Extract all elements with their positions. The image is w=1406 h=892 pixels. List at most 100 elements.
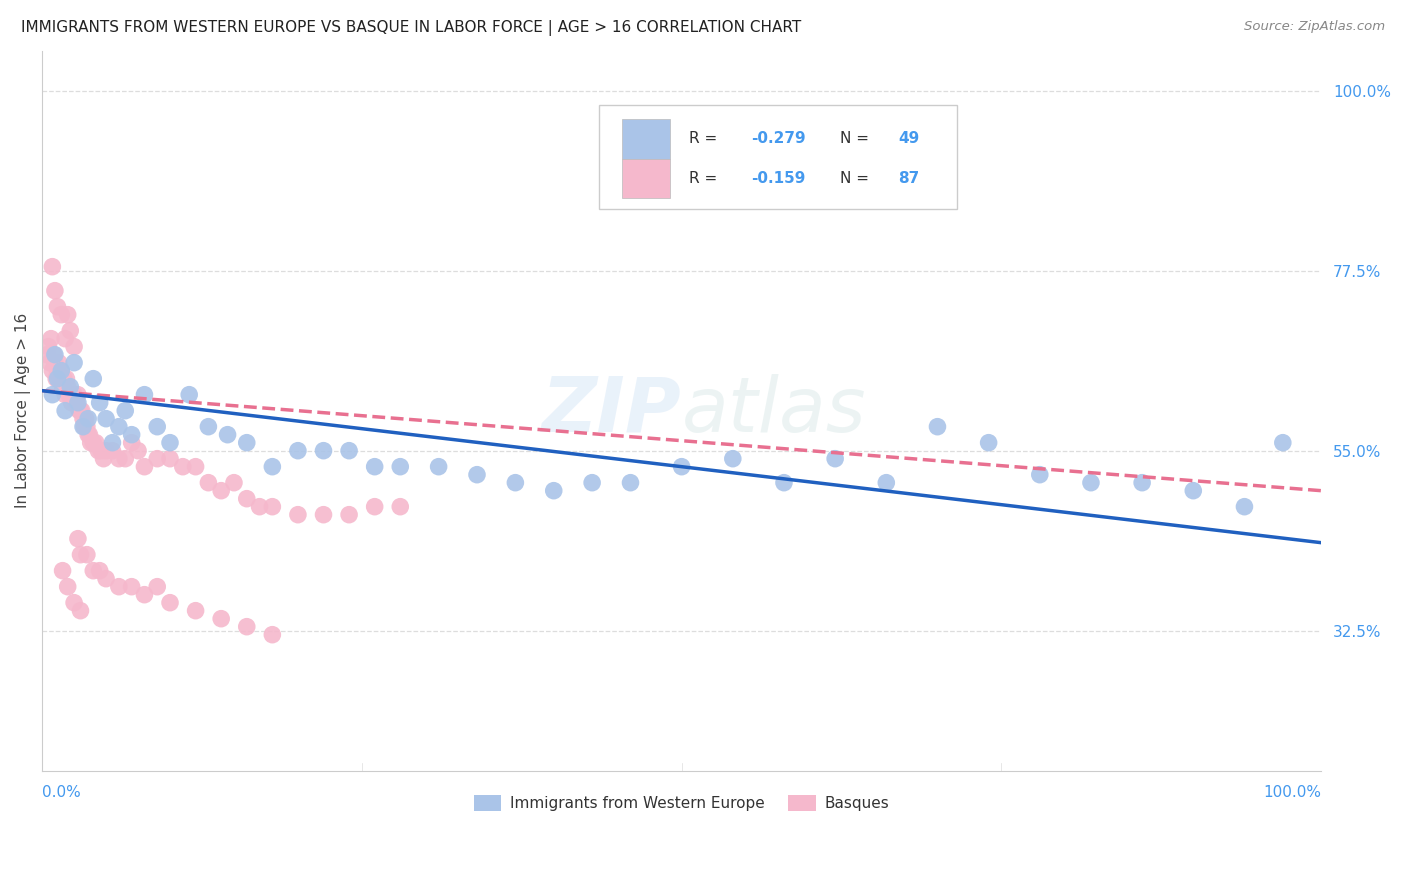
Point <box>63 356 86 370</box>
Point <box>465 467 488 482</box>
Point <box>56 580 79 594</box>
Point <box>66 395 89 409</box>
Text: IMMIGRANTS FROM WESTERN EUROPE VS BASQUE IN LABOR FORCE | AGE > 16 CORRELATION C: IMMIGRANTS FROM WESTERN EUROPE VS BASQUE… <box>21 20 801 36</box>
Point <box>37 340 59 354</box>
Point <box>108 580 131 594</box>
Point <box>45 372 67 386</box>
Text: ZIP: ZIP <box>541 374 682 448</box>
Point <box>262 628 284 642</box>
Point <box>121 580 143 594</box>
Point <box>76 419 98 434</box>
Point <box>41 387 63 401</box>
Point <box>84 435 107 450</box>
Point <box>69 604 91 618</box>
Point <box>42 348 65 362</box>
Point <box>69 548 91 562</box>
FancyBboxPatch shape <box>621 119 671 159</box>
Point <box>53 332 76 346</box>
Point <box>1029 467 1052 482</box>
Point <box>77 411 100 425</box>
Point <box>159 596 181 610</box>
Point <box>69 403 91 417</box>
Point <box>209 483 232 498</box>
Point <box>824 451 846 466</box>
FancyBboxPatch shape <box>621 159 671 198</box>
Point <box>93 451 115 466</box>
Point <box>72 411 94 425</box>
Point <box>89 564 111 578</box>
Point <box>927 419 949 434</box>
Point <box>1182 483 1205 498</box>
Text: -0.279: -0.279 <box>751 131 806 146</box>
Point <box>52 372 75 386</box>
Point <box>52 564 75 578</box>
Point <box>66 395 89 409</box>
Point <box>58 387 80 401</box>
Point <box>134 459 156 474</box>
Point <box>51 364 73 378</box>
Y-axis label: In Labor Force | Age > 16: In Labor Force | Age > 16 <box>15 313 31 508</box>
Point <box>77 427 100 442</box>
Point <box>37 348 59 362</box>
Point <box>44 356 66 370</box>
Point <box>236 491 259 506</box>
Point <box>101 435 124 450</box>
Point <box>287 508 309 522</box>
Point <box>44 284 66 298</box>
Point <box>46 300 69 314</box>
Point <box>38 356 60 370</box>
Point <box>172 459 194 474</box>
Point <box>41 364 63 378</box>
Point <box>79 427 101 442</box>
Point <box>53 403 76 417</box>
Point <box>59 387 82 401</box>
Point <box>159 435 181 450</box>
Point <box>52 380 75 394</box>
Point <box>184 459 207 474</box>
Point <box>72 419 94 434</box>
Point <box>114 403 136 417</box>
Point <box>505 475 527 490</box>
Text: Source: ZipAtlas.com: Source: ZipAtlas.com <box>1244 20 1385 33</box>
Point <box>56 308 79 322</box>
Point <box>875 475 897 490</box>
Point <box>39 332 62 346</box>
Point <box>262 459 284 474</box>
Point <box>159 451 181 466</box>
Point <box>94 411 117 425</box>
Point <box>146 451 169 466</box>
Point <box>1130 475 1153 490</box>
Point <box>134 588 156 602</box>
FancyBboxPatch shape <box>599 104 956 209</box>
Point <box>127 443 149 458</box>
Point <box>134 387 156 401</box>
Point <box>65 395 87 409</box>
Point <box>312 443 335 458</box>
Point <box>60 395 83 409</box>
Point <box>51 364 73 378</box>
Text: 100.0%: 100.0% <box>1263 785 1322 800</box>
Point <box>76 548 98 562</box>
Point <box>82 564 104 578</box>
Point <box>179 387 201 401</box>
Text: N =: N = <box>841 171 875 186</box>
Point <box>94 443 117 458</box>
Point <box>108 419 131 434</box>
Point <box>80 435 103 450</box>
Point <box>389 500 412 514</box>
Point <box>121 435 143 450</box>
Point <box>44 348 66 362</box>
Point <box>62 387 84 401</box>
Point <box>73 419 96 434</box>
Point <box>70 403 93 417</box>
Point <box>48 356 70 370</box>
Point <box>1080 475 1102 490</box>
Point <box>197 475 219 490</box>
Text: R =: R = <box>689 131 723 146</box>
Point <box>59 380 82 394</box>
Point <box>63 340 86 354</box>
Point <box>41 260 63 274</box>
Point <box>89 395 111 409</box>
Point <box>222 475 245 490</box>
Point <box>114 451 136 466</box>
